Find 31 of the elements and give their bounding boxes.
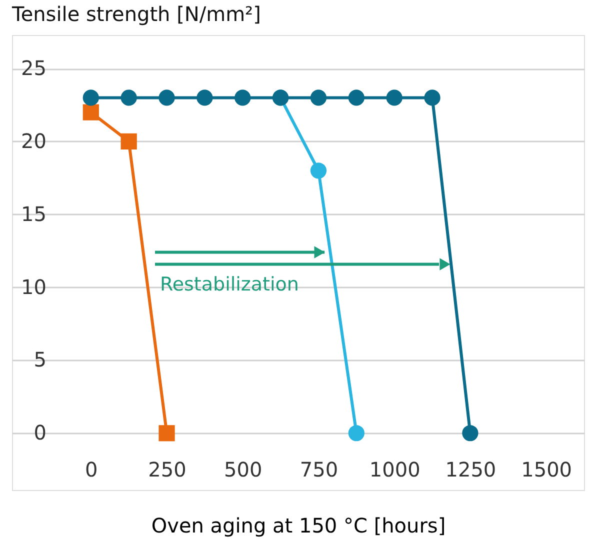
point: [120, 90, 137, 106]
point: [424, 90, 440, 106]
x-tick-label: 1000: [369, 458, 420, 482]
x-axis-title: Oven aging at 150 °C [hours]: [151, 514, 446, 538]
x-tick-label: 1250: [445, 458, 496, 482]
y-tick-label: 25: [21, 56, 46, 80]
point: [82, 104, 99, 120]
point: [234, 90, 251, 106]
point: [348, 425, 364, 442]
y-tick-label: 10: [21, 274, 46, 299]
y-tick-label: 5: [34, 348, 46, 372]
y-tick-label: 15: [21, 202, 46, 226]
point: [158, 90, 175, 106]
point: [196, 90, 213, 106]
annotation: Restabilization: [160, 273, 299, 296]
point: [82, 90, 99, 106]
point: [310, 90, 327, 106]
x-tick-label: 0: [85, 458, 98, 482]
point: [386, 90, 402, 106]
y-tick-label: 0: [34, 420, 46, 445]
x-tick-label: 1500: [521, 458, 572, 482]
point: [348, 90, 364, 106]
y-tick-label: 20: [21, 128, 46, 153]
point: [158, 425, 175, 442]
point: [462, 425, 478, 442]
point: [310, 162, 327, 179]
x-tick-label: 250: [148, 458, 186, 482]
chart-title: Tensile strength [N/mm²]: [11, 2, 261, 26]
x-tick-label: 750: [300, 458, 338, 482]
x-tick-label: 500: [224, 458, 262, 482]
point: [120, 133, 137, 150]
